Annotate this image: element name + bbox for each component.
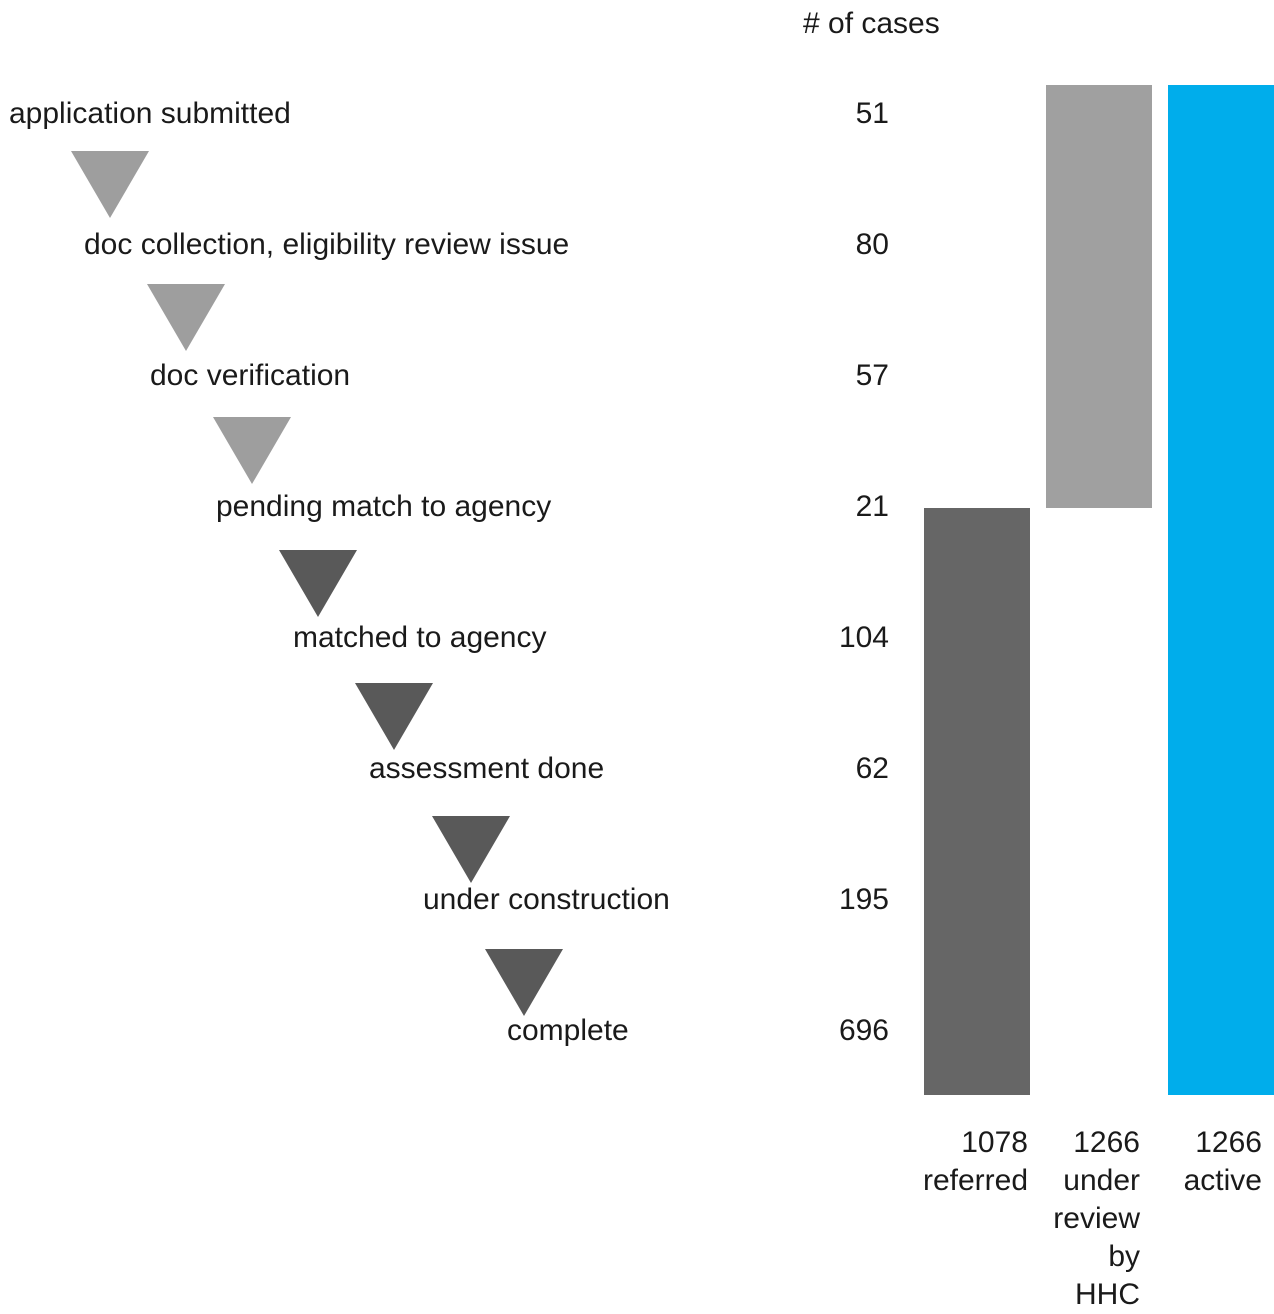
stage-label: doc verification <box>150 359 351 392</box>
down-triangle-icon <box>355 683 433 750</box>
referred-label: referred <box>922 1164 1028 1197</box>
stage-count: 104 <box>838 621 889 654</box>
stage-label: matched to agency <box>293 621 547 654</box>
stage-label: doc collection, eligibility review issue <box>84 228 570 261</box>
under-review-bar <box>1046 85 1152 508</box>
active-total: 1266 <box>1195 1126 1262 1159</box>
stage-label: assessment done <box>369 752 605 785</box>
referred-bar <box>924 508 1030 1095</box>
down-triangle-icon <box>432 816 510 883</box>
stage-count: 57 <box>855 359 889 392</box>
stage-label: complete <box>507 1014 629 1047</box>
down-triangle-icon <box>71 151 149 218</box>
stage-count: 80 <box>855 228 889 261</box>
under-review-label: by <box>1108 1240 1140 1273</box>
active-label: active <box>1183 1164 1262 1197</box>
stage-count: 51 <box>855 97 889 130</box>
down-triangle-icon <box>485 949 563 1016</box>
stage-label: pending match to agency <box>216 490 552 523</box>
under-review-label: HHC <box>1075 1278 1140 1311</box>
down-triangle-icon <box>213 417 291 484</box>
stage-count: 62 <box>855 752 889 785</box>
stage-count: 21 <box>855 490 889 523</box>
stage-label: application submitted <box>9 97 291 130</box>
stage-label: under construction <box>423 883 670 916</box>
active-caption: 1266 active <box>1160 1124 1262 1200</box>
down-triangle-icon <box>147 284 225 351</box>
cases-column-header: # of cases <box>803 7 940 40</box>
under-review-label: under <box>1063 1164 1140 1197</box>
under-review-caption: 1266 under review by HHC <box>1040 1124 1140 1314</box>
stage-count: 195 <box>838 883 889 916</box>
stage-count: 696 <box>838 1014 889 1047</box>
under-review-label: review <box>1053 1202 1140 1235</box>
referred-caption: 1078 referred <box>900 1124 1028 1200</box>
referred-total: 1078 <box>961 1126 1028 1159</box>
down-triangle-icon <box>279 550 357 617</box>
under-review-total: 1266 <box>1073 1126 1140 1159</box>
active-bar <box>1168 85 1274 1095</box>
